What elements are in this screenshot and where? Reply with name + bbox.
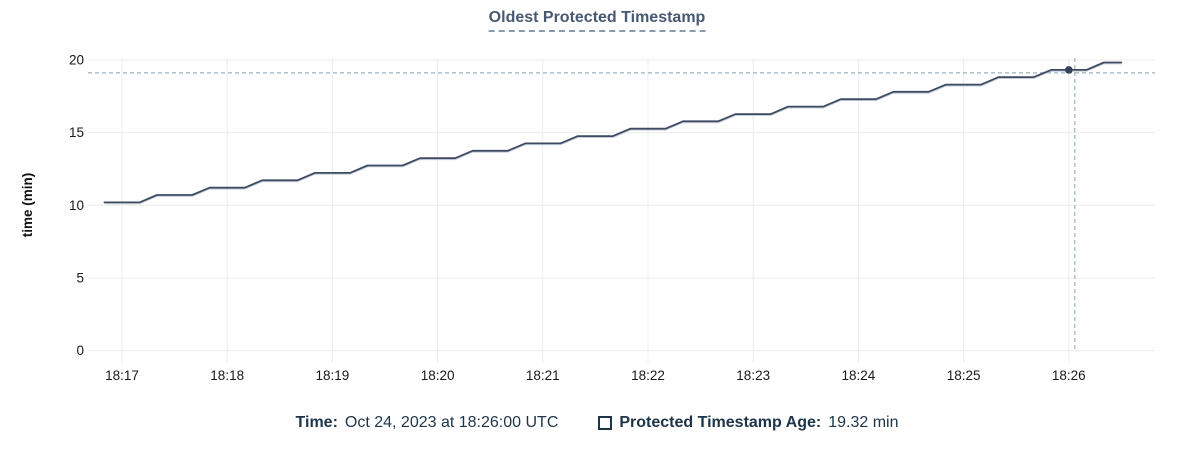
hover-point-dot <box>1065 66 1073 74</box>
x-tick-label: 18:21 <box>526 368 560 383</box>
x-tick-label: 18:20 <box>421 368 455 383</box>
hover-time-value: Oct 24, 2023 at 18:26:00 UTC <box>344 414 559 431</box>
y-tick-label: 10 <box>69 198 84 213</box>
series-line-protected-timestamp-age <box>103 61 1123 204</box>
x-tick-label: 18:25 <box>947 368 981 383</box>
legend-item-protected-timestamp-age[interactable]: Protected Timestamp Age: 19.32 min <box>598 414 898 432</box>
x-tick-label: 18:18 <box>210 368 244 383</box>
chart-hover-legend: Time: Oct 24, 2023 at 18:26:00 UTC Prote… <box>0 414 1194 432</box>
y-tick-label: 5 <box>76 270 84 285</box>
y-tick-label: 20 <box>69 53 84 68</box>
x-tick-label: 18:19 <box>316 368 350 383</box>
y-axis-title: time (min) <box>20 173 35 238</box>
x-tick-label: 18:24 <box>842 368 876 383</box>
x-tick-label: 18:26 <box>1052 368 1086 383</box>
series-name-label: Protected Timestamp Age: <box>619 414 822 431</box>
series-hover-value: 19.32 min <box>828 414 899 431</box>
y-tick-label: 15 <box>69 125 84 140</box>
y-tick-label: 0 <box>76 343 84 358</box>
series-swatch-icon <box>598 416 613 430</box>
x-tick-label: 18:17 <box>105 368 139 383</box>
hover-time-label: Time: <box>295 414 338 431</box>
x-tick-label: 18:22 <box>631 368 665 383</box>
x-tick-label: 18:23 <box>736 368 770 383</box>
chart-title: Oldest Protected Timestamp <box>488 9 706 32</box>
series-line-shadow <box>104 63 1122 205</box>
timeseries-line-chart[interactable]: 0 5 10 15 20 18:17 18:18 18:19 18:20 18:21 18:22 18… <box>0 0 1194 400</box>
chart-plot-area[interactable]: 0 5 10 15 20 18:17 18:18 18:19 18:20 18:21 18:22 18… <box>0 0 1194 400</box>
